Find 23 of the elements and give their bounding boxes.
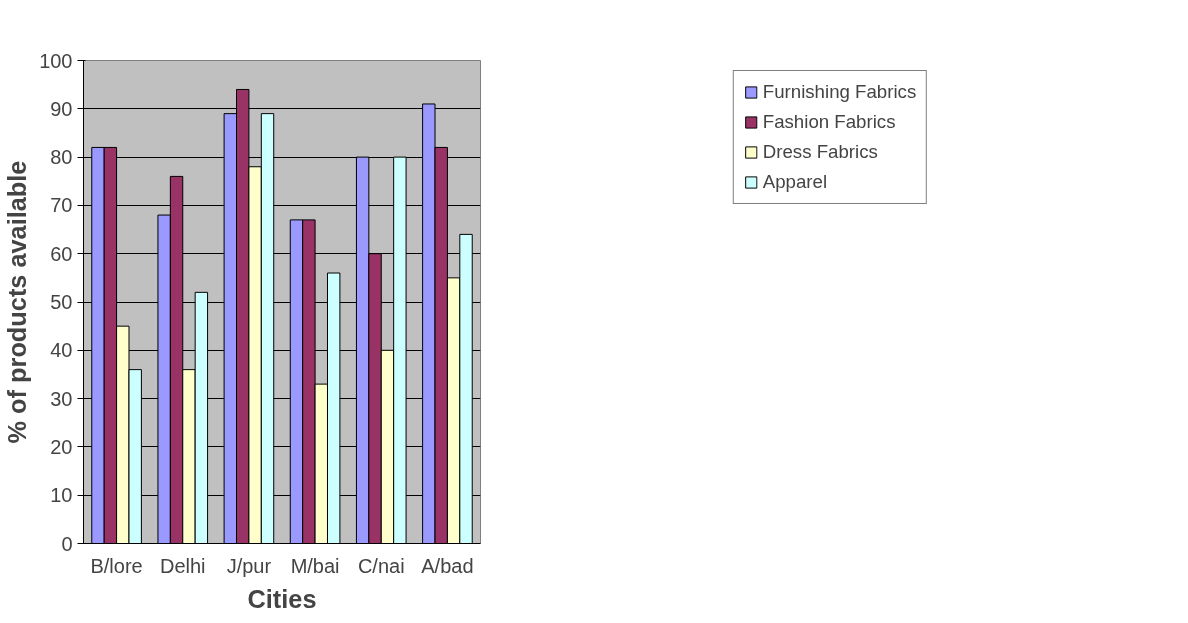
y-tick-label: 80 — [50, 146, 73, 169]
x-tick-label: A/bad — [421, 554, 474, 577]
y-tick-label: 10 — [50, 484, 73, 507]
x-tick-label: C/nai — [357, 554, 405, 577]
y-tick-label: 50 — [50, 291, 73, 313]
y-tick-label: 30 — [50, 387, 73, 410]
y-tick-label: 70 — [50, 194, 73, 217]
x-tick-label: J/pur — [226, 554, 272, 577]
y-tick-label: 0 — [61, 532, 73, 555]
legend-label: Fashion Fabrics — [762, 111, 896, 133]
y-tick-label: 100 — [39, 49, 73, 72]
legend-label: Apparel — [762, 171, 828, 193]
x-tick-label: M/bai — [290, 554, 340, 577]
legend-label: Furnishing Fabrics — [762, 81, 917, 103]
x-axis-title: Cities — [247, 584, 317, 613]
x-tick-label: B/lore — [90, 554, 143, 577]
x-tick-label: Delhi — [159, 554, 206, 577]
y-tick-label: 40 — [50, 339, 73, 362]
y-tick-label: 60 — [50, 242, 73, 265]
y-axis-title: % of products available — [3, 160, 32, 444]
y-tick-label: 90 — [50, 97, 73, 120]
legend-label: Dress Fabrics — [762, 141, 878, 163]
y-tick-label: 20 — [50, 435, 73, 458]
